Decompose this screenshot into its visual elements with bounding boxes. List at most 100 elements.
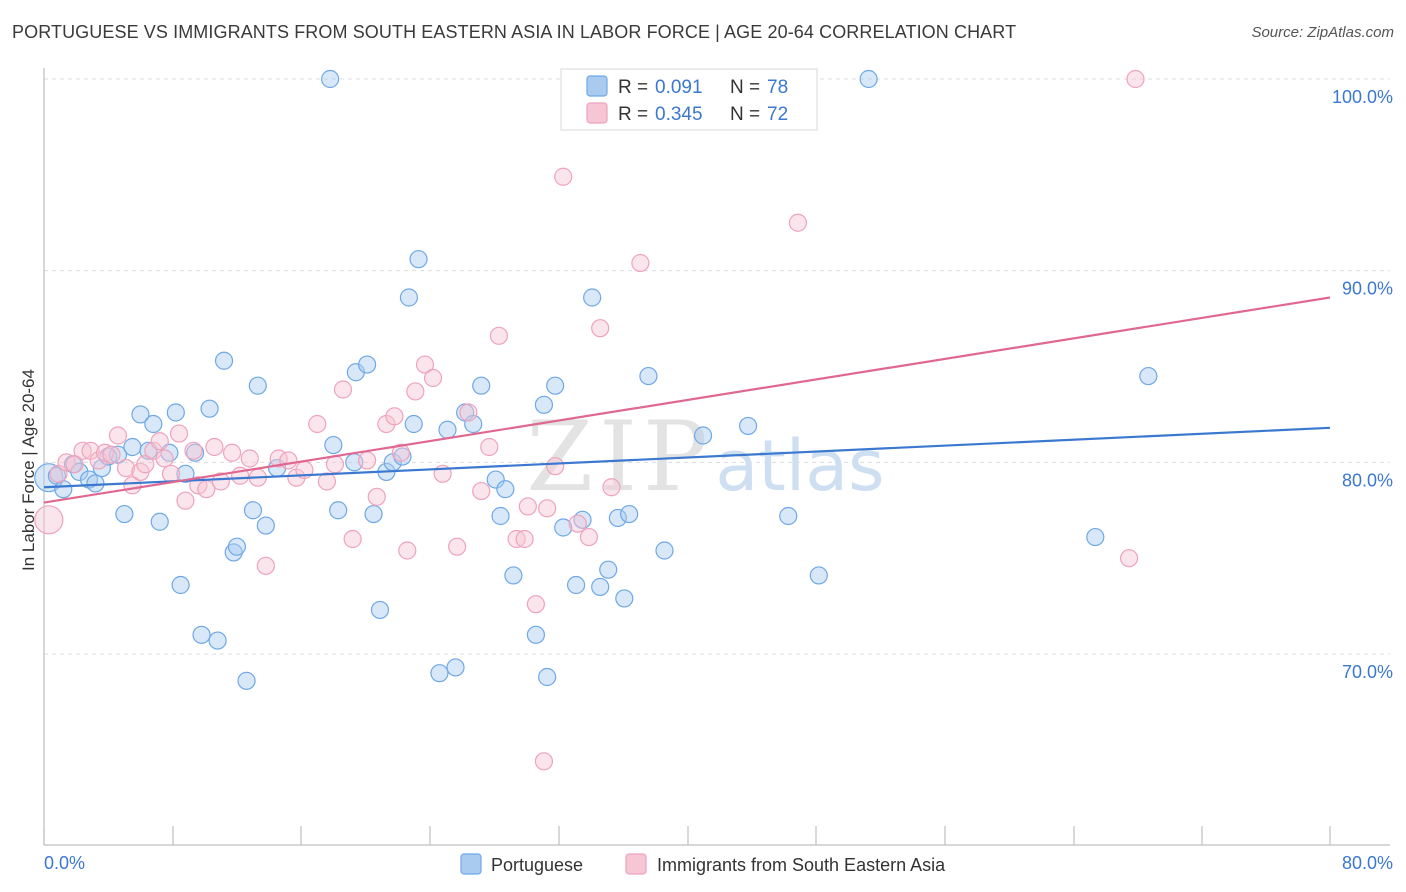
immigrants-point	[240, 449, 259, 468]
portuguese-point	[526, 625, 545, 644]
immigrants-point	[788, 213, 808, 232]
portuguese-point	[446, 658, 465, 677]
portuguese-point	[358, 355, 377, 374]
immigrants-point	[546, 457, 565, 476]
y-axis-label: In Labor Force | Age 20-64	[19, 369, 38, 571]
svg-text:N =: N =	[730, 104, 760, 125]
immigrants-point	[568, 514, 587, 533]
trend-line-immigrants	[43, 296, 1331, 504]
immigrants-point	[333, 380, 353, 399]
portuguese-point	[256, 516, 275, 535]
legend-stats: R = 0.091 N = 78 R = 0.345 N = 72	[560, 68, 818, 131]
legend-n-immigrants: 72	[767, 104, 788, 125]
portuguese-point	[486, 470, 505, 489]
svg-text:N =: N =	[730, 77, 760, 98]
portuguese-point	[639, 366, 658, 386]
portuguese-point	[404, 414, 423, 434]
immigrants-point	[385, 407, 404, 426]
y-tick-label: 70.0%	[1342, 662, 1393, 682]
axes	[43, 68, 1390, 846]
portuguese-point	[538, 667, 557, 687]
portuguese-point	[583, 288, 602, 307]
portuguese-point	[237, 671, 256, 690]
portuguese-point	[430, 664, 449, 683]
chart-title: PORTUGUESE VS IMMIGRANTS FROM SOUTH EAST…	[12, 22, 1017, 42]
immigrants-point	[480, 437, 499, 457]
immigrants-point	[161, 464, 181, 483]
immigrants-point	[518, 497, 537, 516]
immigrants-point	[205, 437, 224, 457]
source-label: Source: ZipAtlas.com	[1251, 24, 1394, 41]
portuguese-point	[438, 420, 457, 439]
y-tick-labels: 70.0% 80.0% 90.0% 100.0%	[1332, 87, 1393, 682]
portuguese-point	[779, 506, 798, 526]
immigrants-point	[526, 595, 545, 614]
portuguese-point	[620, 504, 639, 524]
portuguese-point	[809, 566, 828, 585]
immigrants-point	[415, 355, 435, 374]
trend-lines	[43, 296, 1331, 504]
portuguese-point	[150, 512, 169, 531]
immigrants-point	[308, 414, 327, 434]
portuguese-point	[534, 395, 554, 414]
legend-swatch-immigrants	[586, 102, 608, 124]
trend-line-portuguese	[43, 426, 1331, 489]
immigrants-point	[631, 253, 650, 273]
immigrants-point	[489, 326, 509, 345]
portuguese-point	[224, 543, 243, 562]
portuguese-point	[54, 480, 73, 499]
immigrants-point	[343, 529, 362, 549]
portuguese-point	[693, 426, 713, 445]
svg-text:R =: R =	[618, 104, 648, 125]
grid-lines	[44, 78, 1390, 655]
immigrants-point	[534, 752, 554, 771]
immigrants-point	[602, 478, 621, 497]
svg-text:R =: R =	[618, 77, 648, 98]
immigrants-point	[184, 441, 203, 460]
portuguese-point	[86, 474, 105, 493]
immigrants-point	[459, 403, 478, 422]
portuguese-point	[615, 589, 634, 608]
immigrants-point	[108, 426, 128, 445]
portuguese-point	[248, 376, 267, 395]
immigrants-point	[65, 455, 84, 474]
portuguese-point	[1139, 366, 1158, 386]
immigrants-point	[423, 368, 443, 388]
portuguese-point	[364, 504, 383, 524]
immigrants-point	[317, 472, 337, 491]
immigrants-point	[398, 541, 417, 560]
y-tick-label: 100.0%	[1332, 87, 1393, 107]
immigrants-point	[579, 527, 599, 547]
immigrants-point	[406, 382, 425, 401]
legend-swatch-portuguese	[586, 75, 608, 97]
immigrants-point	[554, 167, 573, 186]
portuguese-point	[131, 405, 150, 424]
immigrants-point	[102, 445, 121, 464]
x-tick-label: 80.0%	[1342, 853, 1393, 873]
portuguese-point	[504, 566, 523, 585]
portuguese-point	[171, 575, 190, 595]
legend-series: Portuguese Immigrants from South Eastern…	[460, 853, 946, 875]
portuguese-point	[324, 435, 343, 455]
portuguese-point	[591, 577, 610, 597]
portuguese-point	[464, 414, 483, 434]
portuguese-point	[472, 376, 491, 395]
portuguese-point	[496, 480, 515, 499]
portuguese-point	[1086, 527, 1105, 547]
portuguese-point	[214, 351, 234, 370]
portuguese-point	[200, 399, 219, 418]
portuguese-point	[566, 575, 586, 595]
portuguese-point	[546, 376, 565, 395]
immigrants-point	[391, 443, 410, 462]
legend-bottom-swatch-portuguese	[460, 853, 482, 875]
portuguese-point	[123, 437, 142, 457]
immigrants-point	[367, 487, 386, 506]
immigrants-point	[1126, 69, 1145, 89]
y-tick-label: 80.0%	[1342, 470, 1393, 490]
immigrants-point	[472, 481, 491, 501]
immigrants-point	[34, 505, 64, 535]
legend-n-portuguese: 78	[767, 77, 788, 98]
immigrants-point	[95, 443, 115, 462]
portuguese-point	[655, 541, 674, 560]
portuguese-point	[608, 508, 627, 528]
